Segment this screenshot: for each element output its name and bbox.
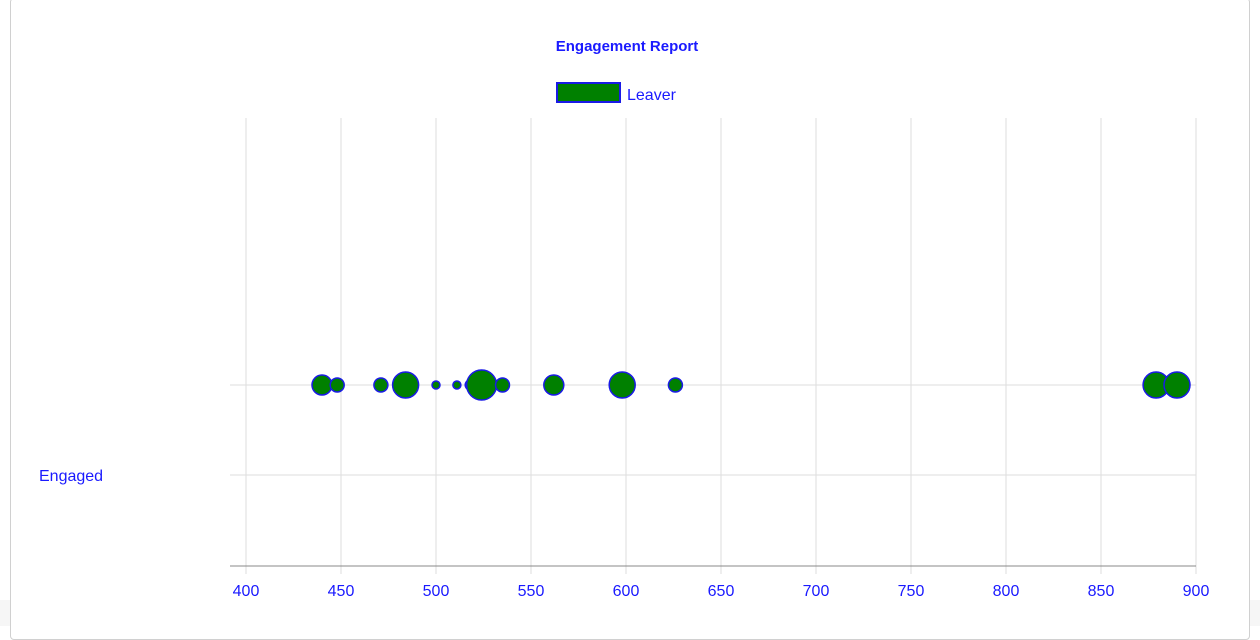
x-tick-labels: 400 450 500 550 600 650 700 750 800 850 900 bbox=[233, 583, 1210, 600]
grid-lines bbox=[230, 118, 1197, 574]
data-point bbox=[329, 377, 345, 393]
scatter-chart: Engagement Report Leaver 400 450 500 550 600… bbox=[39, 38, 1210, 600]
x-tick-label: 500 bbox=[423, 583, 450, 600]
y-category-label: Engaged bbox=[39, 468, 103, 485]
legend-swatch-leaver bbox=[556, 82, 621, 103]
chart-frame bbox=[10, 0, 1250, 640]
data-point bbox=[667, 377, 684, 393]
x-tick-label: 650 bbox=[708, 583, 735, 600]
data-point bbox=[494, 377, 511, 393]
x-tick-label: 700 bbox=[803, 583, 830, 600]
data-point bbox=[452, 380, 462, 390]
data-point bbox=[431, 380, 441, 390]
data-point bbox=[311, 374, 333, 396]
x-tick-label: 450 bbox=[328, 583, 355, 600]
data-point bbox=[608, 371, 636, 399]
data-point bbox=[373, 377, 389, 393]
chart-title: Engagement Report bbox=[556, 38, 699, 55]
x-tick-label: 600 bbox=[613, 583, 640, 600]
legend-label-leaver: Leaver bbox=[627, 87, 677, 104]
x-tick-label: 750 bbox=[898, 583, 925, 600]
data-point bbox=[391, 371, 420, 399]
legend[interactable]: Leaver bbox=[556, 82, 677, 104]
x-tick-label: 800 bbox=[993, 583, 1020, 600]
x-tick-label: 400 bbox=[233, 583, 260, 600]
data-point bbox=[1163, 371, 1191, 399]
x-tick-label: 550 bbox=[518, 583, 545, 600]
data-points bbox=[311, 369, 1191, 401]
data-point bbox=[465, 369, 498, 401]
x-tick-label: 900 bbox=[1183, 583, 1210, 600]
data-point bbox=[543, 374, 565, 396]
x-tick-label: 850 bbox=[1088, 583, 1115, 600]
